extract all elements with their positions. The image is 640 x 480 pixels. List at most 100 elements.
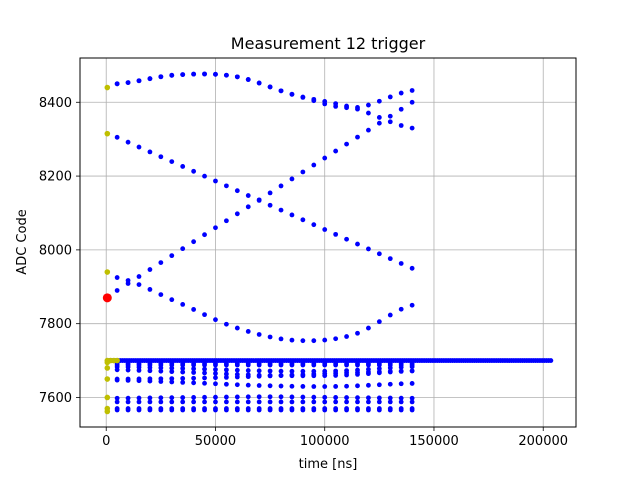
data-point <box>355 370 360 375</box>
data-point <box>158 399 164 405</box>
data-point <box>223 72 229 78</box>
data-point <box>322 337 328 343</box>
data-point <box>191 375 197 381</box>
data-point <box>333 370 339 376</box>
data-point <box>180 362 186 368</box>
data-point <box>333 231 339 237</box>
data-point <box>355 134 360 140</box>
x-tick-label: 50000 <box>195 434 236 449</box>
data-point <box>202 394 207 400</box>
data-point <box>387 312 393 318</box>
data-point <box>114 134 120 140</box>
data-point <box>223 183 229 189</box>
data-point <box>202 407 207 413</box>
data-point <box>213 381 218 387</box>
start-point <box>104 365 111 371</box>
data-point <box>234 399 240 405</box>
data-point <box>344 407 349 413</box>
data-point <box>289 91 295 97</box>
data-point <box>376 120 382 126</box>
data-point <box>289 362 295 368</box>
data-point <box>387 256 393 262</box>
data-point <box>333 148 339 154</box>
start-point <box>104 84 111 91</box>
data-point <box>125 278 131 283</box>
data-point <box>344 103 349 109</box>
data-point <box>169 399 175 405</box>
data-point <box>409 399 415 405</box>
data-point <box>245 77 251 82</box>
data-point <box>136 407 142 413</box>
data-point <box>213 407 218 413</box>
data-point <box>355 399 360 405</box>
data-point <box>202 370 207 376</box>
data-point <box>147 368 153 374</box>
data-point <box>322 394 328 400</box>
data-point <box>136 274 142 279</box>
data-point <box>114 377 120 383</box>
data-point <box>398 90 404 96</box>
data-point <box>333 336 339 342</box>
data-point <box>311 394 317 400</box>
plot-frame <box>79 57 577 428</box>
x-tick-label: 100000 <box>300 434 350 449</box>
data-point <box>223 407 229 413</box>
data-point <box>256 368 262 374</box>
data-point <box>387 119 393 125</box>
data-point <box>311 162 317 168</box>
data-point <box>213 225 218 231</box>
data-point <box>344 399 349 405</box>
y-tick-label: 8000 <box>39 243 72 258</box>
data-point <box>376 115 382 120</box>
trigger-point <box>102 293 112 303</box>
data-point <box>180 399 186 405</box>
data-point <box>278 362 284 368</box>
data-point <box>311 384 317 389</box>
data-point <box>344 141 349 147</box>
data-point <box>223 381 229 387</box>
data-point <box>300 362 306 368</box>
data-point <box>202 366 207 372</box>
data-point <box>180 246 186 252</box>
data-point <box>147 287 153 292</box>
data-point <box>278 383 284 389</box>
data-point <box>125 367 131 373</box>
data-point <box>256 362 262 368</box>
data-point <box>158 154 164 160</box>
data-point <box>344 395 349 400</box>
data-point <box>300 94 306 100</box>
data-point <box>333 395 339 400</box>
data-point <box>125 395 131 401</box>
data-point <box>125 407 131 413</box>
data-point <box>278 183 284 189</box>
data-point <box>355 383 360 389</box>
data-point <box>169 365 175 371</box>
data-point <box>344 383 349 389</box>
data-point <box>387 399 393 405</box>
data-point <box>191 239 197 245</box>
data-point <box>322 155 328 161</box>
data-point <box>300 407 306 413</box>
data-point <box>398 261 404 266</box>
data-point <box>213 394 218 400</box>
data-point <box>158 368 164 374</box>
data-point <box>202 375 207 381</box>
data-point <box>300 217 306 223</box>
y-tick-label: 7800 <box>39 317 72 332</box>
data-point <box>180 376 186 381</box>
data-point <box>256 383 262 388</box>
data-point <box>169 376 175 382</box>
data-point <box>245 382 251 388</box>
data-point <box>191 370 197 375</box>
data-point <box>223 218 229 224</box>
chart-title: Measurement 12 trigger <box>231 34 426 53</box>
data-point <box>114 288 120 293</box>
data-point <box>223 321 229 327</box>
data-point <box>191 395 197 400</box>
data-point <box>322 407 328 413</box>
data-point <box>256 80 262 86</box>
x-tick-label: 0 <box>102 434 110 449</box>
data-point <box>234 382 240 388</box>
data-point <box>136 367 142 373</box>
